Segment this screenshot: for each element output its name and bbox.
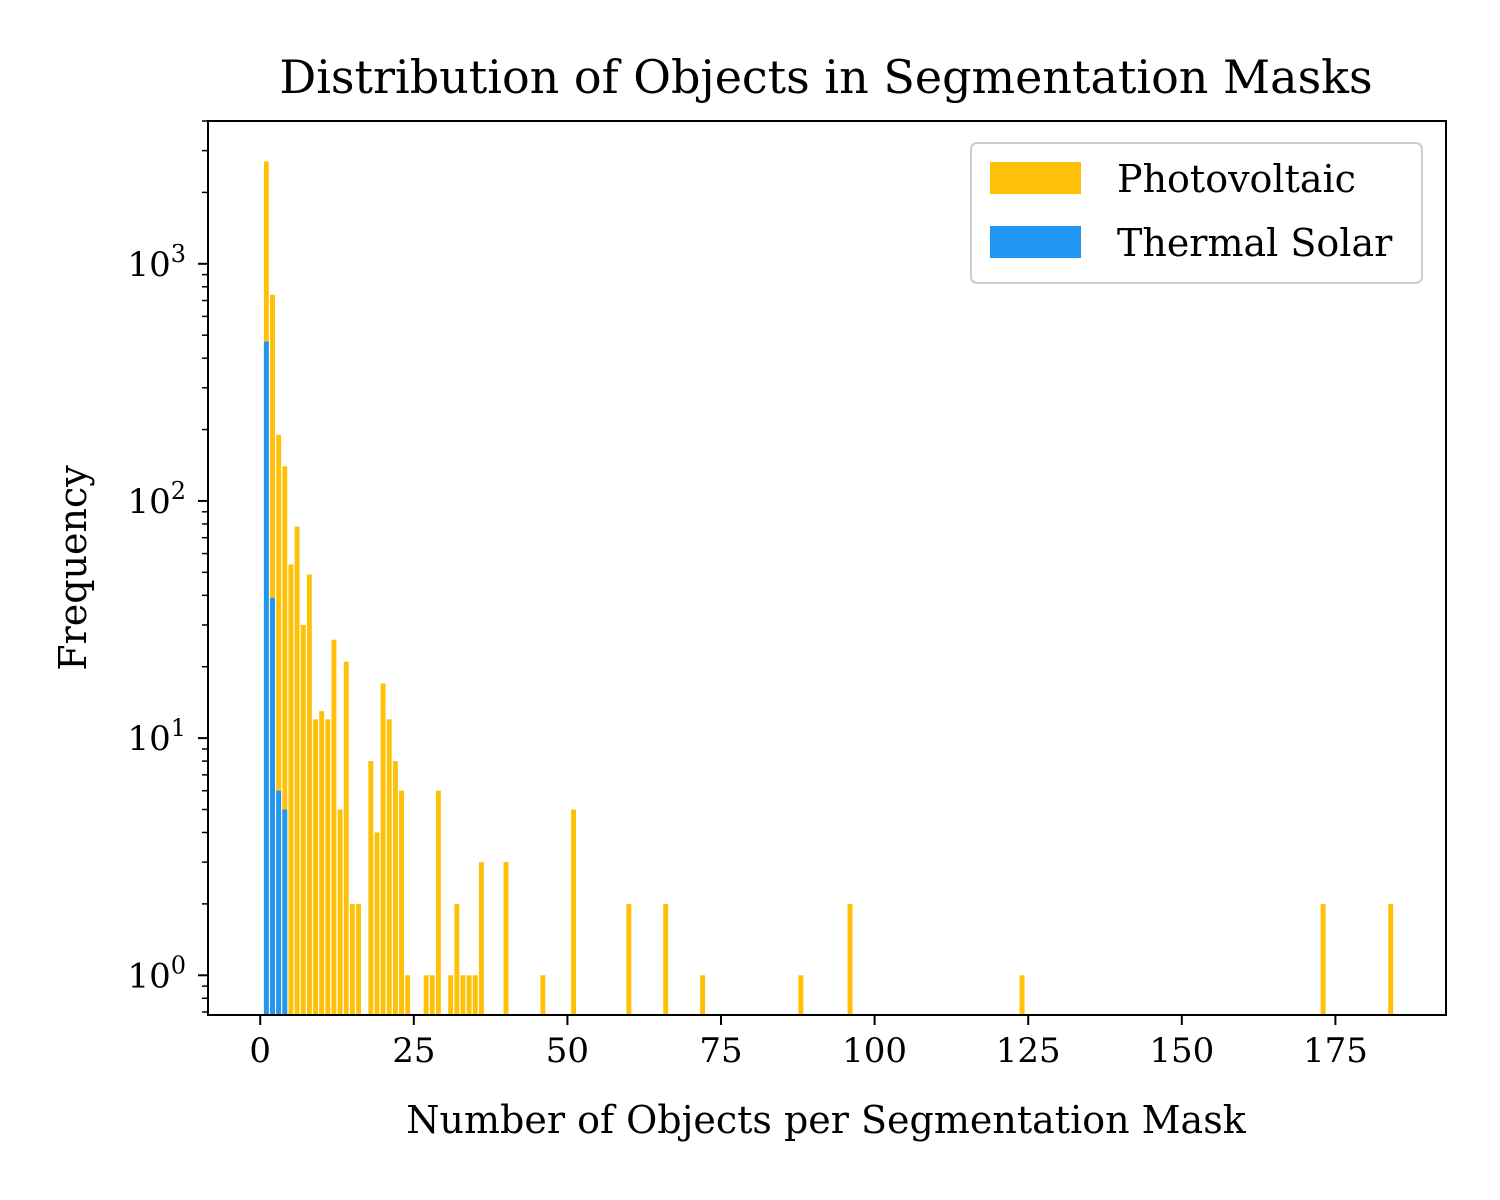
legend-swatch-photovoltaic <box>990 162 1081 194</box>
photovoltaic-bar-11 <box>325 719 331 1015</box>
photovoltaic-bar-124 <box>1019 975 1025 1015</box>
photovoltaic-bar-46 <box>540 975 546 1015</box>
legend-swatch-thermal-solar <box>990 226 1081 258</box>
thermal-solar-bar-3 <box>276 790 282 1015</box>
photovoltaic-bar-13 <box>337 809 343 1015</box>
photovoltaic-bar-60 <box>626 903 632 1015</box>
photovoltaic-bar-4 <box>282 466 288 1015</box>
x-tick-label: 100 <box>842 1031 907 1071</box>
x-axis-label: Number of Objects per Segmentation Mask <box>406 1098 1246 1142</box>
thermal-solar-bar-1 <box>263 341 269 1015</box>
photovoltaic-bar-6 <box>294 526 300 1015</box>
photovoltaic-bar-34 <box>466 975 472 1015</box>
photovoltaic-bar-8 <box>306 574 312 1015</box>
x-tick-label: 125 <box>996 1031 1061 1071</box>
photovoltaic-bar-7 <box>300 624 306 1015</box>
legend-label-thermal-solar: Thermal Solar <box>1117 221 1393 265</box>
x-tick-label: 150 <box>1149 1031 1214 1071</box>
photovoltaic-bar-27 <box>423 975 429 1015</box>
photovoltaic-bar-96 <box>847 903 853 1015</box>
x-tick-label: 25 <box>392 1031 435 1071</box>
photovoltaic-bar-9 <box>313 719 318 1015</box>
legend-box <box>970 142 1423 284</box>
photovoltaic-bar-24 <box>405 975 411 1015</box>
photovoltaic-bar-72 <box>700 975 706 1015</box>
y-tick-label: 100 <box>127 951 186 996</box>
chart-title: Distribution of Objects in Segmentation … <box>279 50 1372 104</box>
legend-label-photovoltaic: Photovoltaic <box>1117 157 1356 201</box>
thermal-solar-bar-2 <box>270 597 275 1015</box>
thermal-solar-bars <box>263 341 288 1015</box>
photovoltaic-bar-23 <box>399 790 404 1015</box>
x-tick-label: 175 <box>1303 1031 1368 1071</box>
photovoltaic-bar-5 <box>288 564 294 1015</box>
y-tick-label: 102 <box>127 477 186 522</box>
x-tick-label: 75 <box>699 1031 742 1071</box>
y-tick-label: 103 <box>127 240 186 285</box>
photovoltaic-bar-22 <box>392 761 398 1015</box>
photovoltaic-bar-173 <box>1320 903 1326 1015</box>
photovoltaic-bar-28 <box>429 975 435 1015</box>
photovoltaic-bar-51 <box>571 809 577 1015</box>
legend: Photovoltaic Thermal Solar <box>970 142 1423 284</box>
thermal-solar-bar-4 <box>282 809 288 1015</box>
photovoltaic-bar-21 <box>386 719 392 1015</box>
y-axis-ticks: 100 101 102 103 <box>127 120 208 1013</box>
photovoltaic-bar-10 <box>319 711 325 1015</box>
photovoltaic-bar-40 <box>503 862 509 1015</box>
photovoltaic-bar-12 <box>331 639 337 1015</box>
x-axis-ticks: 0 25 50 75 100 125 150 175 <box>249 1015 1368 1071</box>
photovoltaic-bar-66 <box>663 903 669 1015</box>
photovoltaic-bar-88 <box>798 975 804 1015</box>
photovoltaic-bar-14 <box>343 661 349 1015</box>
photovoltaic-bar-15 <box>349 903 355 1015</box>
x-tick-label: 50 <box>546 1031 589 1071</box>
photovoltaic-bar-29 <box>435 790 441 1015</box>
y-tick-label: 101 <box>127 714 186 759</box>
photovoltaic-bar-33 <box>460 975 466 1015</box>
photovoltaic-bar-32 <box>454 903 460 1015</box>
photovoltaic-bar-16 <box>356 903 361 1015</box>
photovoltaic-bar-18 <box>368 761 374 1015</box>
photovoltaic-bar-20 <box>380 683 386 1015</box>
x-tick-label: 0 <box>249 1031 271 1071</box>
photovoltaic-bar-19 <box>374 832 380 1015</box>
photovoltaic-bar-36 <box>478 862 484 1015</box>
photovoltaic-bar-3 <box>276 434 282 1016</box>
y-axis-label: Frequency <box>51 465 95 671</box>
plot-frame <box>207 120 1447 1016</box>
photovoltaic-bar-35 <box>472 975 478 1015</box>
photovoltaic-bar-184 <box>1388 903 1394 1015</box>
photovoltaic-bar-31 <box>448 975 454 1015</box>
